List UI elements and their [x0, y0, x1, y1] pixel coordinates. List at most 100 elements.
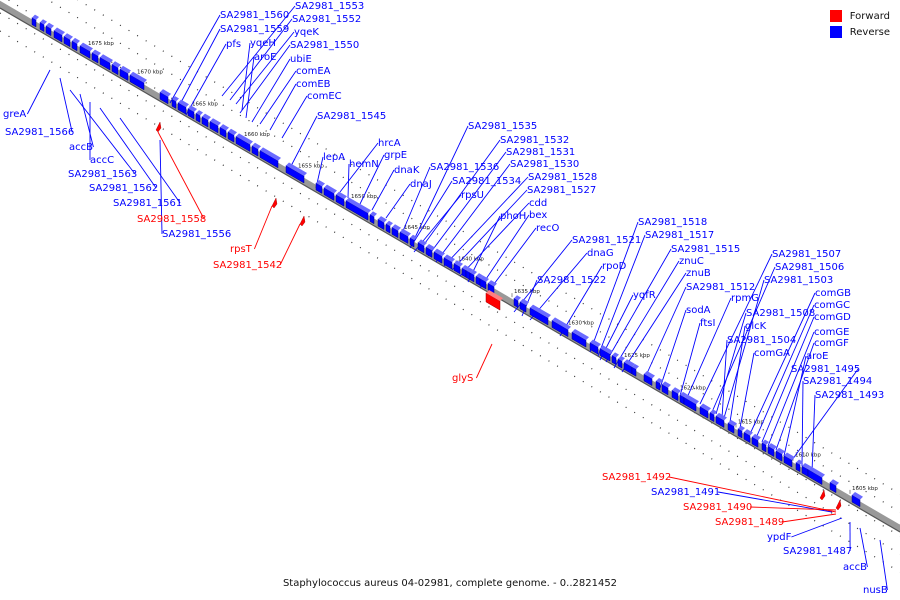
- reverse-gene: [159, 91, 169, 105]
- reverse-gene: [571, 331, 587, 348]
- reverse-gene-label: comEC: [307, 91, 342, 102]
- reverse-gene-label: SA2981_1528: [528, 172, 597, 183]
- reverse-gene-label: yqfR: [633, 290, 656, 301]
- reverse-gene-top: [378, 216, 387, 223]
- leader-line: [451, 189, 528, 271]
- reverse-gene: [727, 422, 735, 434]
- reverse-gene-label: phoH: [500, 211, 526, 222]
- forward-gene-arrow: [299, 215, 306, 227]
- kbp-tick-label: 1605 kbp: [852, 486, 878, 492]
- forward-gene-arrow: [819, 489, 826, 501]
- genome-caption: Staphylococcus aureus 04-02981, complete…: [282, 578, 618, 589]
- leader-line: [347, 163, 350, 199]
- reverse-gene-top: [476, 273, 483, 279]
- reverse-gene-label: comGA: [754, 348, 790, 359]
- reverse-gene-top: [700, 403, 711, 412]
- reverse-gene: [119, 68, 129, 81]
- leader-line: [221, 5, 296, 97]
- reverse-gene-label: SA2981_1518: [638, 217, 707, 228]
- reverse-gene-label: aroE: [254, 52, 276, 63]
- reverse-gene-top: [260, 147, 281, 161]
- reverse-gene-label: SA2981_1504: [727, 335, 796, 346]
- reverse-gene-top: [336, 191, 347, 200]
- reverse-gene-label: SA2981_1521: [572, 235, 641, 246]
- reverse-gene-label: SA2981_1532: [500, 135, 569, 146]
- reverse-gene-top: [514, 295, 521, 301]
- reverse-gene-top: [454, 260, 463, 267]
- reverse-gene-label: znuB: [686, 268, 711, 279]
- reverse-gene: [385, 223, 391, 234]
- leader-line: [185, 43, 227, 116]
- leader-line: [281, 95, 308, 139]
- leader-line: [479, 214, 530, 289]
- leader-line: [761, 316, 815, 443]
- reverse-gene-label: SA2981_1566: [5, 127, 74, 138]
- kbp-tick-label: 1620 kbp: [680, 386, 706, 392]
- reverse-gene-top: [662, 381, 671, 388]
- reverse-gene-label: greA: [3, 109, 26, 120]
- reverse-gene-top: [488, 280, 497, 287]
- kbp-tick-label: 1630 kbp: [568, 321, 594, 327]
- leader-line: [721, 339, 728, 419]
- leader-line: [251, 58, 291, 123]
- leader-line: [791, 368, 859, 461]
- leader-line: [775, 342, 815, 451]
- leader-line: [235, 31, 295, 105]
- reverse-gene-label: SA2981_1534: [452, 176, 521, 187]
- leader-line: [385, 183, 411, 219]
- reverse-gene-label: SA2981_1535: [468, 121, 537, 132]
- reverse-gene: [129, 74, 145, 91]
- leader-line: [621, 272, 687, 373]
- reverse-gene-label: dnaJ: [410, 179, 432, 190]
- reverse-gene-label: SA2981_1503: [764, 275, 833, 286]
- legend-forward: Forward: [829, 8, 890, 24]
- reverse-gene: [99, 56, 111, 71]
- reverse-gene: [285, 165, 305, 184]
- reverse-gene-top: [600, 345, 613, 355]
- leader-line: [475, 343, 493, 379]
- reverse-gene-top: [64, 33, 73, 40]
- kbp-tick-label: 1675 kbp: [88, 41, 114, 47]
- leader-line: [723, 279, 765, 419]
- reverse-gene-top: [796, 459, 803, 465]
- reverse-gene-top: [462, 264, 469, 271]
- reverse-gene: [751, 436, 759, 448]
- reverse-gene-top: [210, 118, 221, 126]
- reverse-gene-top: [196, 110, 203, 116]
- leader-line: [69, 89, 136, 175]
- reverse-gene-top: [762, 439, 769, 445]
- leader-line: [811, 394, 816, 473]
- leader-line: [279, 223, 301, 266]
- reverse-gene-label: hrcA: [378, 138, 401, 149]
- reverse-gene-top: [644, 370, 655, 379]
- leader-line: [739, 352, 755, 429]
- reverse-gene-label: comGC: [814, 300, 850, 311]
- reverse-gene-top: [130, 71, 147, 83]
- legend-forward-label: Forward: [849, 10, 890, 22]
- forward-gene-label: SA2981_1489: [715, 517, 784, 528]
- reverse-gene-label: SA2981_1545: [317, 111, 386, 122]
- reverse-gene-top: [672, 387, 681, 394]
- reverse-gene-label: SA2981_1559: [220, 24, 289, 35]
- kbp-ticks: 1675 kbp 1670 kbp 1665 kbp 1660 kbp 1655 kbp…: [85, 41, 878, 494]
- reverse-gene-label: glcK: [745, 321, 767, 332]
- reverse-gene: [79, 45, 91, 59]
- leader-line: [659, 309, 687, 389]
- forward-gene-arrow: [835, 499, 842, 511]
- reverse-gene-label: yqeK: [294, 27, 319, 38]
- leader-line: [411, 125, 469, 245]
- reverse-gene-label: SA2981_1512: [686, 282, 755, 293]
- leader-line: [801, 380, 804, 467]
- reverse-gene-label: SA2981_1491: [651, 487, 720, 498]
- reverse-gene-label: SA2981_1556: [162, 229, 231, 240]
- forward-swatch: [829, 10, 842, 22]
- reverse-gene-label: SA2981_1563: [68, 169, 137, 180]
- reverse-gene: [529, 307, 549, 326]
- forward-gene-arrow: [271, 197, 278, 209]
- reverse-gene-label: sodA: [686, 305, 711, 316]
- reverse-gene-top: [612, 352, 619, 358]
- reverse-gene: [479, 278, 487, 290]
- reverse-swatch: [829, 26, 842, 38]
